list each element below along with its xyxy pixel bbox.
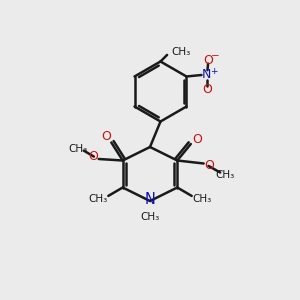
Text: O: O [88,149,98,163]
Text: CH₃: CH₃ [140,212,160,223]
Text: O: O [202,83,212,96]
Text: +: + [210,67,217,76]
Text: O: O [203,53,213,67]
Text: −: − [211,51,219,62]
Text: O: O [101,130,111,143]
Text: CH₃: CH₃ [88,194,107,204]
Text: O: O [192,133,202,146]
Text: N: N [145,192,155,207]
Text: O: O [204,159,214,172]
Text: CH₃: CH₃ [171,47,190,57]
Text: CH₃: CH₃ [68,143,87,154]
Text: N: N [202,68,212,81]
Text: CH₃: CH₃ [193,194,212,204]
Text: CH₃: CH₃ [216,170,235,181]
